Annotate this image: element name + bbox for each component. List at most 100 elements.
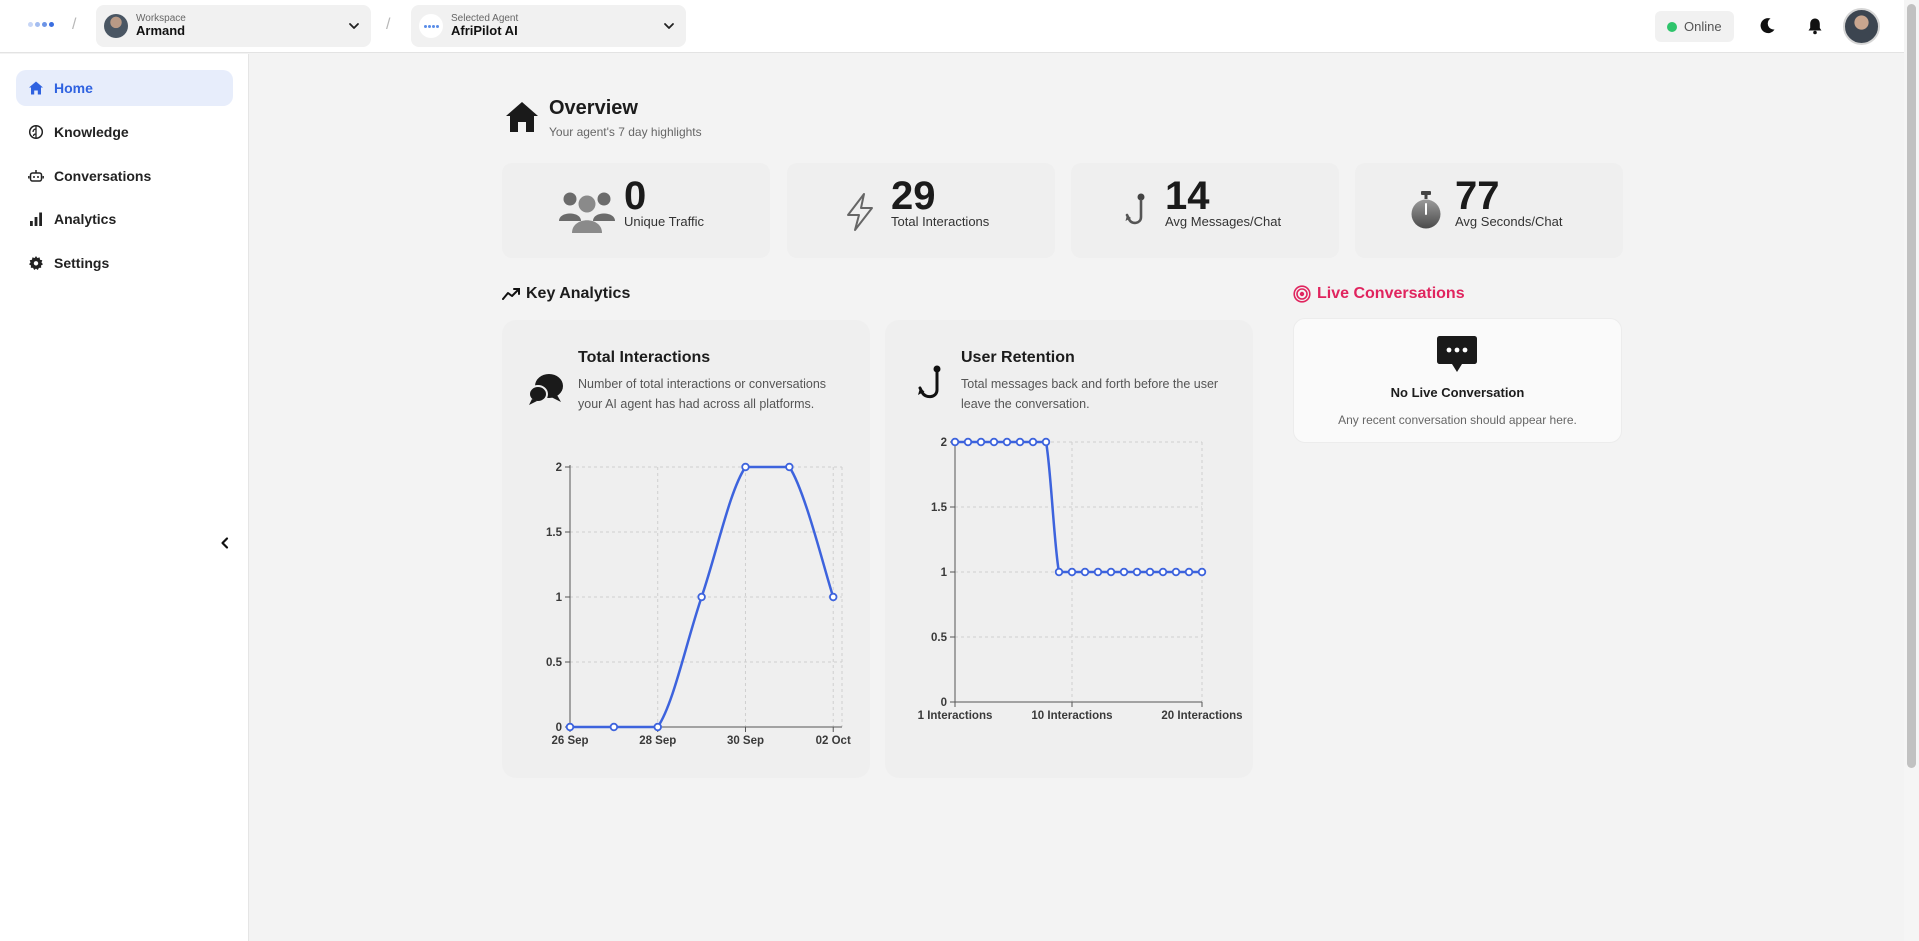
data-point	[1158, 567, 1168, 577]
chat-dots-icon	[1437, 336, 1477, 372]
x-tick-label: 20 Interactions	[1161, 710, 1242, 722]
data-point	[989, 437, 999, 447]
live-conversations-title: Live Conversations	[1317, 285, 1465, 302]
breadcrumb-separator: /	[72, 16, 77, 33]
scrollbar-thumb[interactable]	[1907, 4, 1916, 768]
status-text: Online	[1684, 19, 1722, 34]
stat-value: 77	[1455, 174, 1500, 218]
y-tick-label: 0.5	[931, 632, 948, 644]
agent-name: AfriPilot AI	[451, 23, 518, 39]
y-tick-label: 1.5	[546, 527, 563, 539]
sidebar-item-analytics[interactable]: Analytics	[16, 201, 233, 237]
lightning-icon	[847, 193, 873, 231]
y-tick-label: 1	[556, 592, 563, 604]
y-tick-label: 0	[941, 697, 947, 709]
chevron-down-icon	[349, 23, 359, 29]
workspace-caption: Workspace	[136, 13, 186, 25]
data-point	[1145, 567, 1155, 577]
chart-panel-total-interactions	[502, 320, 870, 778]
home-icon	[29, 81, 43, 95]
sidebar-item-knowledge[interactable]: Knowledge	[16, 114, 233, 150]
sidebar-item-label: Settings	[54, 255, 110, 271]
data-point	[1080, 567, 1090, 577]
user-avatar[interactable]	[1843, 8, 1880, 45]
y-tick-label: 0	[556, 722, 562, 734]
workspace-name: Armand	[136, 23, 186, 39]
data-point	[1041, 437, 1051, 447]
x-tick-label: 02 Oct	[816, 735, 851, 747]
sidebar-item-label: Knowledge	[54, 124, 129, 140]
bell-icon[interactable]	[1805, 16, 1825, 36]
stat-card-unique-traffic: 0 Unique Traffic	[502, 163, 770, 258]
home-icon	[506, 102, 538, 132]
online-dot	[1667, 21, 1677, 32]
x-tick-label: 1 Interactions	[918, 710, 993, 722]
gear-icon	[29, 256, 43, 270]
stat-value: 14	[1165, 174, 1210, 218]
data-point	[785, 462, 794, 472]
chart-description: Number of total interactions or conversa…	[578, 377, 827, 411]
data-point	[1067, 567, 1077, 577]
robot-icon	[28, 170, 44, 182]
data-point	[963, 437, 973, 447]
chat-bubbles-icon	[528, 374, 563, 405]
x-tick-label: 10 Interactions	[1031, 710, 1112, 722]
collapse-sidebar-icon[interactable]	[218, 536, 232, 550]
page-scrollbar[interactable]	[1904, 0, 1919, 941]
data-point	[950, 437, 960, 447]
stat-value: 29	[891, 174, 936, 218]
trend-line-icon	[502, 288, 520, 300]
total-interactions-chart: 0 0.5 1 1.5 2 26 Sep 28 Sep 30 Sep 02 Oct	[546, 462, 851, 747]
workspace-avatar	[104, 14, 128, 38]
moon-icon[interactable]	[1757, 16, 1777, 36]
data-point	[829, 592, 838, 602]
workspace-selector[interactable]: Workspace Armand	[96, 5, 371, 47]
bar-chart-icon	[30, 212, 42, 226]
chart-title: User Retention	[961, 349, 1075, 366]
y-tick-label: 2	[941, 437, 947, 449]
top-bar: / Workspace Armand / Selected Agent Afri…	[0, 0, 1904, 53]
chart-description: Total messages back and forth before the…	[961, 377, 1219, 411]
data-point	[1171, 567, 1181, 577]
data-point	[1119, 567, 1129, 577]
y-tick-label: 0.5	[546, 657, 563, 669]
stopwatch-icon	[1411, 191, 1441, 229]
status-badge[interactable]: Online	[1655, 11, 1734, 42]
sidebar-item-label: Analytics	[54, 211, 117, 227]
data-point	[565, 722, 575, 732]
data-point	[741, 462, 750, 472]
agent-logo	[419, 14, 443, 38]
empty-state-title: No Live Conversation	[1390, 385, 1525, 400]
user-retention-chart: 0 0.5 1 1.5 2 1 Interactions 10 Interactions 20…	[918, 437, 1243, 722]
x-tick-label: 26 Sep	[551, 735, 588, 747]
data-point	[976, 437, 986, 447]
app-logo[interactable]	[28, 22, 54, 27]
data-point	[1093, 567, 1103, 577]
hook-icon	[918, 365, 941, 399]
stat-label: Unique Traffic	[624, 214, 704, 229]
data-point	[1132, 567, 1142, 577]
sidebar-item-home[interactable]: Home	[16, 70, 233, 106]
data-point	[1054, 567, 1064, 577]
target-icon	[1293, 285, 1311, 303]
stat-label: Total Interactions	[891, 214, 990, 229]
x-tick-label: 28 Sep	[639, 735, 676, 747]
data-point	[1015, 437, 1025, 447]
breadcrumb-separator: /	[386, 16, 391, 33]
data-point	[1106, 567, 1116, 577]
y-tick-label: 1.5	[931, 502, 948, 514]
data-point	[653, 722, 662, 732]
stat-card-total-interactions: 29 Total Interactions	[787, 163, 1055, 258]
sidebar-item-conversations[interactable]: Conversations	[16, 158, 233, 194]
chart-title: Total Interactions	[578, 349, 711, 366]
key-analytics-title: Key Analytics	[526, 285, 631, 302]
stat-label: Avg Seconds/Chat	[1455, 214, 1563, 229]
sidebar-item-settings[interactable]: Settings	[16, 245, 233, 281]
chevron-down-icon	[664, 23, 674, 29]
agent-selector[interactable]: Selected Agent AfriPilot AI	[411, 5, 686, 47]
stat-label: Avg Messages/Chat	[1165, 214, 1282, 229]
live-conversations-heading: Live Conversations	[1293, 285, 1465, 303]
data-point	[1197, 567, 1207, 577]
agent-caption: Selected Agent	[451, 13, 519, 25]
page-subtitle: Your agent's 7 day highlights	[549, 125, 702, 139]
